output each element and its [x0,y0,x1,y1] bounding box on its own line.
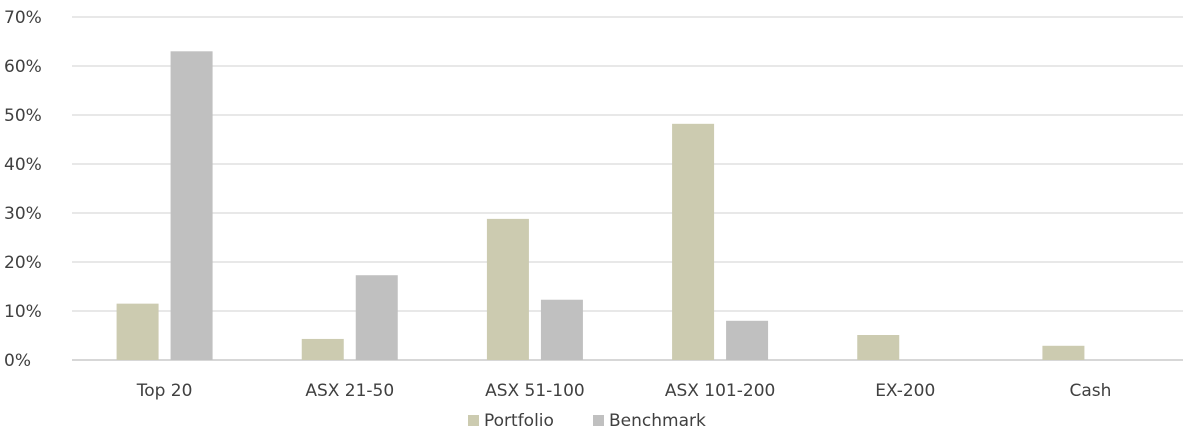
y-tick-label: 20% [4,253,42,273]
legend: Portfolio Benchmark [468,411,706,431]
bar-portfolio-asx-21-50 [301,338,344,360]
y-tick-label: 70% [4,8,42,28]
bar-portfolio-top-20 [116,303,159,360]
bar-portfolio-asx-101-200 [672,123,715,360]
gridlines [72,16,1183,361]
legend-label-portfolio: Portfolio [484,411,554,431]
x-category-label: ASX 51-100 [485,381,585,401]
legend-swatch-portfolio [468,415,479,426]
x-axis-category-labels: Top 20 ASX 21-50 ASX 51-100 ASX 101-200 EX-2… [136,381,1112,401]
bar-benchmark-asx-21-50 [355,275,398,360]
x-category-label: EX-200 [875,381,935,401]
x-category-label: Top 20 [136,381,193,401]
bars [116,51,1085,361]
legend-swatch-benchmark [593,415,604,426]
y-tick-label: 50% [4,106,42,126]
y-tick-label: 60% [4,57,42,77]
legend-label-benchmark: Benchmark [609,411,706,431]
y-tick-label: 30% [4,204,42,224]
y-tick-label: 0% [4,351,31,371]
bar-benchmark-asx-51-100 [540,299,583,360]
x-category-label: ASX 21-50 [305,381,394,401]
y-tick-label: 10% [4,302,42,322]
bar-portfolio-cash [1042,345,1085,360]
bar-portfolio-ex-200 [857,335,900,360]
x-category-label: Cash [1069,381,1111,401]
y-tick-label: 40% [4,155,42,175]
y-axis-tick-labels: 0% 10% 20% 30% 40% 50% 60% 70% [4,8,42,371]
bar-portfolio-asx-51-100 [486,218,529,360]
x-category-label: ASX 101-200 [665,381,776,401]
bar-benchmark-top-20 [170,51,213,361]
bar-benchmark-asx-101-200 [726,320,769,360]
